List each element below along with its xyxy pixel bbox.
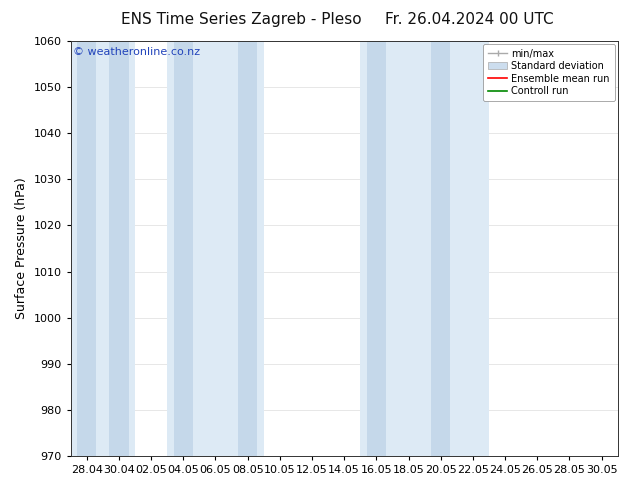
Bar — [77, 41, 96, 456]
Bar — [109, 41, 129, 456]
Text: ENS Time Series Zagreb - Pleso: ENS Time Series Zagreb - Pleso — [120, 12, 361, 27]
Legend: min/max, Standard deviation, Ensemble mean run, Controll run: min/max, Standard deviation, Ensemble me… — [483, 44, 615, 101]
Bar — [167, 41, 264, 456]
Bar — [71, 41, 135, 456]
Bar — [431, 41, 450, 456]
Bar — [174, 41, 193, 456]
Text: Fr. 26.04.2024 00 UTC: Fr. 26.04.2024 00 UTC — [385, 12, 553, 27]
Bar — [238, 41, 257, 456]
Bar — [366, 41, 386, 456]
Bar — [360, 41, 489, 456]
Text: © weatheronline.co.nz: © weatheronline.co.nz — [74, 47, 200, 57]
Y-axis label: Surface Pressure (hPa): Surface Pressure (hPa) — [15, 178, 28, 319]
